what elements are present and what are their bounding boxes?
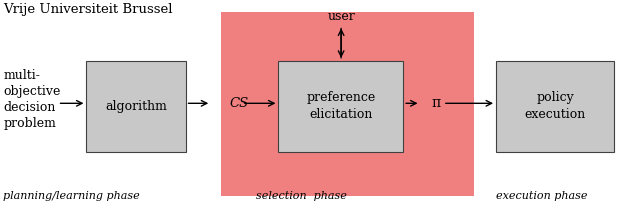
Text: multi-
objective
decision
problem: multi- objective decision problem — [3, 69, 61, 130]
Text: Vrije Universiteit Brussel: Vrije Universiteit Brussel — [3, 3, 173, 16]
Bar — [86, 61, 186, 152]
Text: execution phase: execution phase — [496, 191, 588, 201]
Bar — [221, 12, 474, 196]
Text: preference
elicitation: preference elicitation — [306, 92, 376, 121]
Text: algorithm: algorithm — [105, 100, 167, 113]
Text: planning/learning phase: planning/learning phase — [3, 191, 140, 201]
Text: CS: CS — [229, 97, 248, 110]
Text: π: π — [431, 96, 440, 110]
Bar — [496, 61, 614, 152]
Text: selection  phase: selection phase — [256, 191, 347, 201]
Text: user: user — [327, 10, 355, 23]
Text: policy
execution: policy execution — [525, 92, 586, 121]
Bar — [278, 61, 403, 152]
